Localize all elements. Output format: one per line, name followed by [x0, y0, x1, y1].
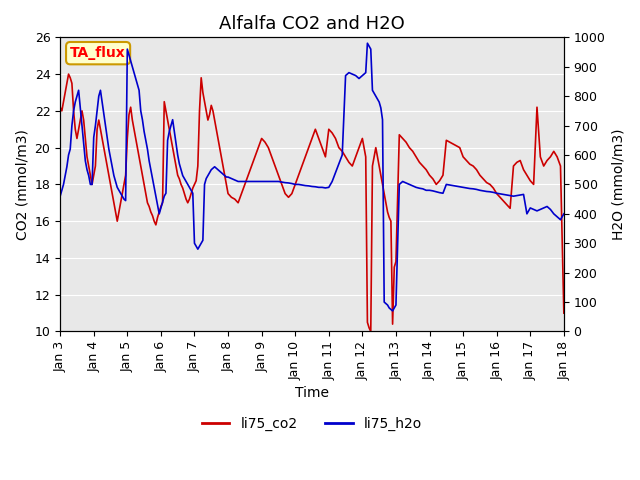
li75_h2o	[560, 211, 568, 216]
Legend: li75_co2, li75_h2o: li75_co2, li75_h2o	[196, 411, 428, 436]
li75_h2o	[388, 308, 396, 314]
li75_h2o	[369, 87, 376, 93]
Y-axis label: CO2 (mmol/m3): CO2 (mmol/m3)	[15, 129, 29, 240]
Title: Alfalfa CO2 and H2O: Alfalfa CO2 and H2O	[219, 15, 405, 33]
li75_co2	[212, 126, 220, 132]
li75_h2o	[67, 146, 74, 152]
li75_co2	[500, 198, 508, 204]
li75_co2	[560, 310, 568, 316]
li75_co2	[68, 81, 76, 86]
li75_co2	[194, 163, 202, 169]
Line: li75_co2: li75_co2	[60, 74, 564, 332]
Line: li75_h2o: li75_h2o	[60, 43, 564, 311]
X-axis label: Time: Time	[295, 386, 329, 400]
li75_co2	[56, 104, 64, 110]
li75_co2	[65, 71, 72, 77]
li75_co2	[162, 108, 170, 114]
li75_h2o	[56, 193, 64, 199]
li75_co2	[367, 329, 374, 335]
Y-axis label: H2O (mmol/m3): H2O (mmol/m3)	[611, 129, 625, 240]
li75_h2o	[161, 193, 168, 199]
Text: TA_flux: TA_flux	[70, 46, 126, 60]
li75_co2	[371, 154, 378, 160]
li75_h2o	[192, 243, 200, 249]
li75_h2o	[211, 164, 218, 169]
li75_h2o	[364, 40, 371, 46]
li75_h2o	[500, 192, 508, 197]
